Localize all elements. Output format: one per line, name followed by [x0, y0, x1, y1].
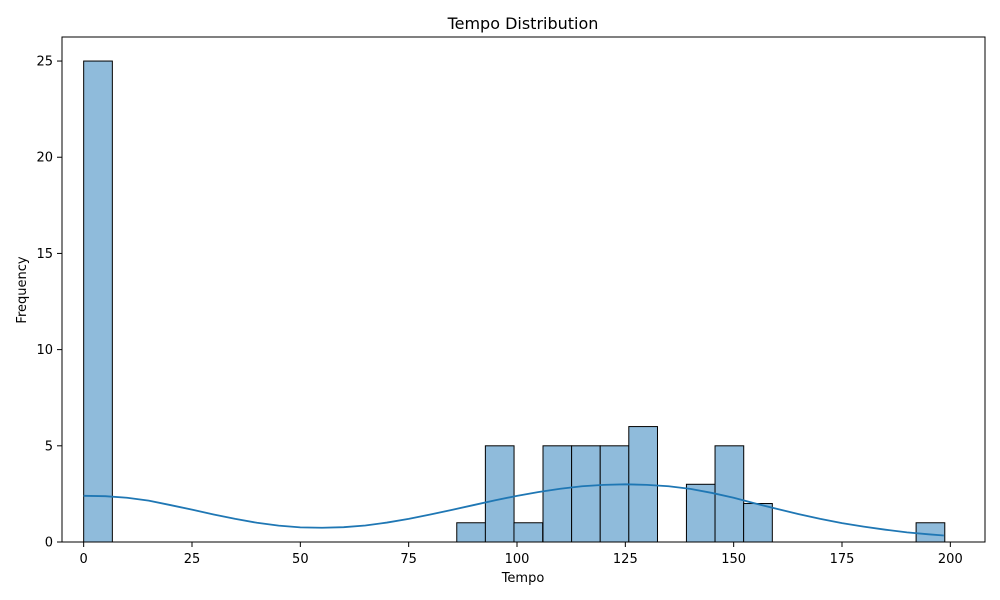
y-tick-label: 0 — [45, 536, 53, 551]
histogram-bar-1 — [456, 522, 486, 543]
histogram-bar-0 — [83, 60, 113, 543]
histogram-bar-4 — [542, 445, 573, 543]
histogram-bar-2 — [484, 445, 515, 543]
histogram-bar-11 — [915, 522, 946, 543]
x-tick-label: 175 — [830, 552, 855, 567]
histogram-bar-8 — [685, 483, 716, 543]
histogram-bar-6 — [599, 445, 630, 543]
histogram-bar-5 — [571, 445, 601, 543]
y-axis-label: Frequency — [15, 256, 30, 323]
y-axis-ticks: 0 5 10 15 20 25 — [36, 55, 62, 551]
x-tick-label: 75 — [400, 552, 417, 567]
chart-title: Tempo Distribution — [447, 14, 599, 33]
y-tick-label: 25 — [36, 55, 53, 70]
x-tick-label: 0 — [80, 552, 88, 567]
kde-curve — [83, 483, 944, 537]
x-tick-label: 100 — [505, 552, 530, 567]
bars-layer — [83, 60, 946, 543]
x-tick-label: 125 — [613, 552, 638, 567]
x-axis-ticks: 0 25 50 75 100 125 150 175 200 — [80, 542, 963, 567]
y-tick-label: 10 — [36, 343, 53, 358]
x-tick-label: 150 — [721, 552, 746, 567]
y-tick-label: 5 — [45, 439, 53, 454]
histogram-bar-10 — [743, 503, 773, 543]
y-tick-label: 20 — [36, 151, 53, 166]
x-axis-label: Tempo — [501, 571, 545, 586]
x-tick-label: 50 — [292, 552, 309, 567]
y-tick-label: 15 — [36, 247, 53, 262]
histogram-bar-3 — [513, 522, 544, 543]
x-tick-label: 25 — [184, 552, 201, 567]
plot-frame — [61, 36, 986, 543]
x-tick-label: 200 — [938, 552, 963, 567]
